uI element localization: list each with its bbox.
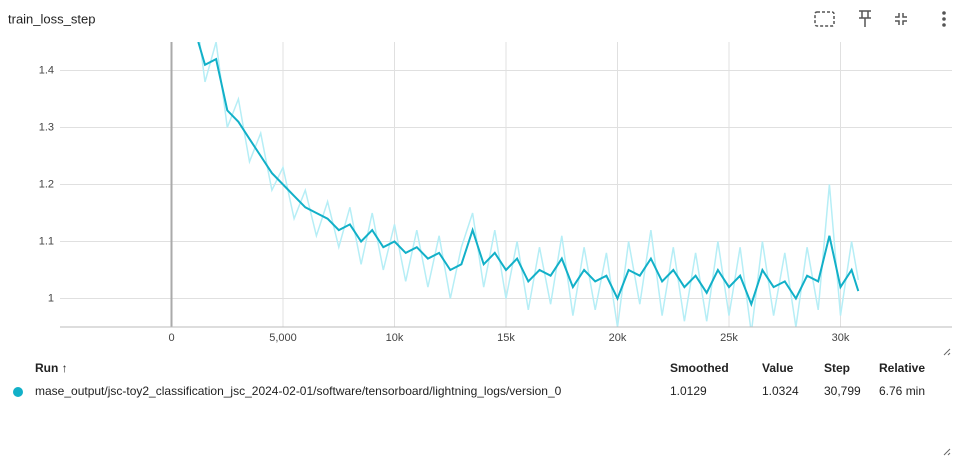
table-cell: 30,799 — [824, 384, 861, 398]
x-tick-label: 15k — [497, 332, 515, 344]
y-tick-label: 1 — [48, 292, 54, 304]
fit-domain-button[interactable] — [814, 11, 835, 27]
collapse-button[interactable] — [895, 13, 907, 25]
y-tick-label: 1.2 — [39, 178, 54, 190]
column-header: Relative — [879, 361, 925, 375]
column-header: Run ↑ — [35, 361, 68, 375]
plot-area — [197, 42, 860, 327]
x-tick-label: 25k — [720, 332, 738, 344]
series-line — [199, 42, 860, 327]
y-tick-label: 1.4 — [39, 64, 54, 76]
y-tick-label: 1.3 — [39, 121, 54, 133]
column-header: Step — [824, 361, 850, 375]
card-title: train_loss_step — [8, 11, 95, 26]
column-header: Value — [762, 361, 794, 375]
resize-handle[interactable] — [943, 348, 951, 456]
x-tick-label: 0 — [168, 332, 174, 344]
run-color-dot — [13, 387, 23, 397]
column-header: Smoothed — [670, 361, 729, 375]
x-tick-label: 5,000 — [269, 332, 297, 344]
menu-button[interactable] — [942, 11, 946, 27]
table-cell: mase_output/jsc-toy2_classification_jsc_… — [35, 384, 562, 398]
y-tick-label: 1.1 — [39, 235, 54, 247]
table-cell: 1.0129 — [670, 384, 707, 398]
run-table: Run ↑ Smoothed Value Step Relative mase_outpu… — [13, 361, 925, 398]
table-cell: 1.0324 — [762, 384, 799, 398]
pin-button[interactable] — [859, 10, 871, 27]
x-tick-label: 30k — [832, 332, 850, 344]
grid — [60, 42, 952, 327]
toolbar — [814, 10, 946, 27]
series-line — [197, 42, 860, 308]
table-cell: 6.76 min — [879, 384, 925, 398]
x-tick-label: 20k — [609, 332, 627, 344]
x-tick-label: 10k — [386, 332, 404, 344]
